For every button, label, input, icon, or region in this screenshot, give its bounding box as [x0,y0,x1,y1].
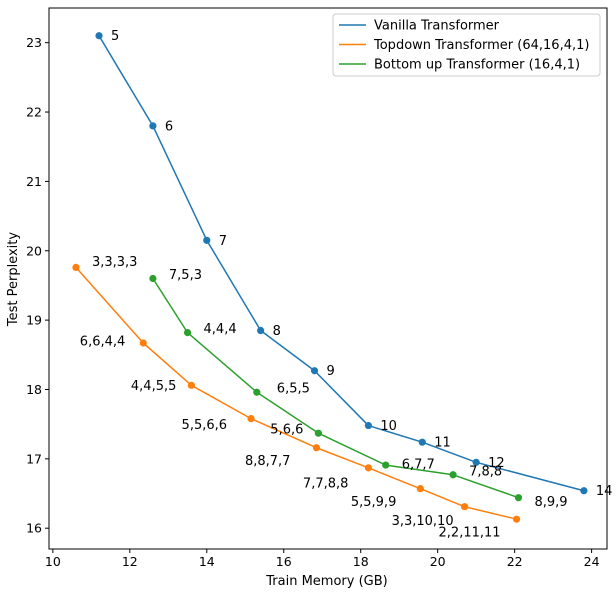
y-tick-label: 20 [26,243,42,258]
point-label: 5,5,6,6 [182,418,227,433]
point-label: 4,4,5,5 [131,379,176,394]
plot-marks: 5 6 7 8 9 10 11 12 14 3,3,3,3 6,6,4,4 4,4,5,5 5,5,6,… [72,29,612,541]
series-2: 3,3,3,3 6,6,4,4 4,4,5,5 5,5,6,6 8,8,7,7 7,7,8… [72,255,521,541]
data-point [580,487,588,495]
point-label: 5,6,6 [270,423,303,438]
x-tick-label: 22 [507,554,523,569]
data-point [149,122,157,130]
series-3: 7,5,3 4,4,4 6,5,5 5,6,6 6,7,7 7,8,8 8,9,9 [149,268,568,510]
point-label: 7,8,8 [469,464,502,479]
plot-frame [48,7,608,550]
x-tick-label: 14 [199,554,215,569]
data-point [247,415,255,423]
point-label: 5 [111,29,119,44]
y-tick-label: 21 [26,174,42,189]
y-tick-label: 17 [26,451,42,466]
data-point [253,388,261,396]
x-tick-label: 12 [122,554,138,569]
data-point [149,274,157,283]
point-label: 14 [596,484,613,499]
y-axis-label: Test Perplexity [6,232,21,327]
legend-label: Vanilla Transformer [374,19,500,34]
y-tick-label: 23 [26,35,42,50]
data-point [72,263,80,272]
data-point [203,236,211,244]
data-point [364,421,373,430]
point-label: 9 [327,364,335,379]
x-tick-label: 20 [430,554,446,569]
point-label: 6,5,5 [277,382,310,397]
legend-box [332,13,601,77]
point-label: 6,6,4,4 [80,335,125,350]
data-point [449,471,457,479]
data-point [382,461,390,469]
data-point [364,464,373,472]
data-point [514,494,523,502]
y-tick-label: 16 [26,521,42,536]
x-tick-label: 10 [45,554,61,569]
point-label: 10 [380,419,397,434]
data-point [312,444,321,452]
data-point [187,381,195,389]
data-point [418,438,426,446]
y-tick-label: 19 [26,313,42,328]
point-label: 3,3,10,10 [392,514,454,529]
y-tick-label: 22 [26,105,42,120]
point-label: 3,3,3,3 [92,255,137,270]
data-point [257,326,265,335]
point-label: 6 [165,119,173,134]
data-point [95,32,103,40]
point-label: 12 [488,456,505,471]
point-label: 4,4,4 [204,322,237,337]
legend: Vanilla Transformer Topdown Transformer (… [332,13,601,77]
x-axis-label: Train Memory (GB) [265,574,387,589]
point-label: 7 [219,234,227,249]
data-point [139,339,147,347]
point-label: 7,7,8,8 [303,476,348,491]
series-1: 5 6 7 8 9 10 11 12 14 [95,29,612,499]
point-label: 5,5,9,9 [351,495,396,510]
point-label: 8,8,7,7 [245,454,290,469]
data-point [512,515,521,523]
point-label: 7,5,3 [169,268,202,283]
point-label: 6,7,7 [402,458,435,473]
y-tick-label: 18 [26,382,42,397]
data-point [310,367,319,375]
data-point [461,503,469,511]
x-tick-label: 24 [584,554,600,569]
legend-label: Bottom up Transformer (16,4,1) [374,58,580,73]
data-point [472,458,480,466]
axis-ticks: 10 12 14 16 18 20 22 24 16 17 18 19 20 21 22 23 [26,35,600,569]
data-point [183,329,192,337]
data-point [314,429,322,437]
data-point [416,485,424,493]
point-label: 8 [273,324,281,339]
point-label: 2,2,11,11 [439,526,501,541]
legend-label: Topdown Transformer (64,16,4,1) [373,38,589,53]
point-label: 8,9,9 [534,495,567,510]
x-tick-label: 16 [276,554,292,569]
x-tick-label: 18 [353,554,369,569]
point-label: 11 [434,436,451,451]
